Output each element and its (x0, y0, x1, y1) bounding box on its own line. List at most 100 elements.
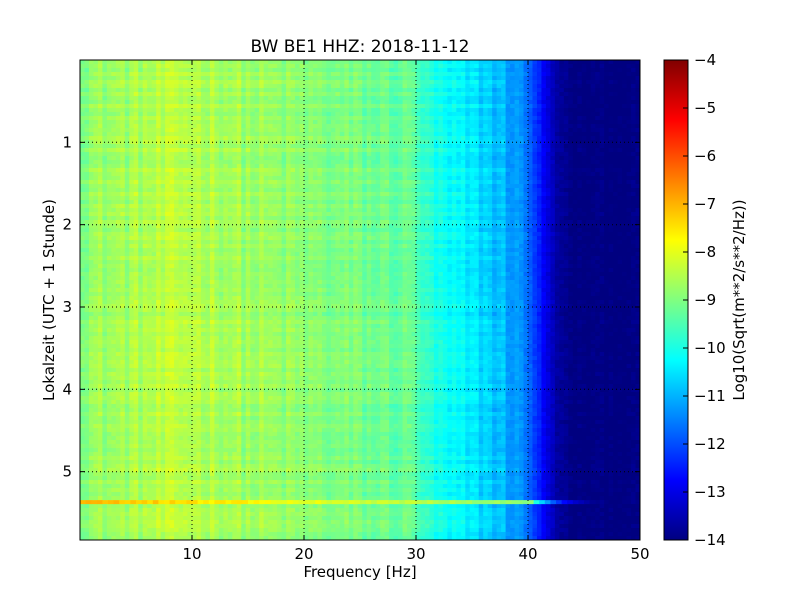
heatmap-cell (599, 72, 605, 77)
heatmap-cell (138, 196, 144, 201)
heatmap-cell (254, 188, 260, 193)
heatmap-cell (492, 168, 498, 173)
heatmap-cell (268, 116, 274, 121)
heatmap-cell (438, 200, 444, 205)
heatmap-cell (245, 180, 251, 185)
heatmap-cell (348, 192, 354, 197)
heatmap-cell (559, 208, 565, 213)
heatmap-cell (617, 156, 623, 161)
heatmap-cell (362, 172, 368, 177)
heatmap-cell (84, 100, 90, 105)
heatmap-cell (286, 116, 292, 121)
heatmap-cell (335, 88, 341, 93)
heatmap-cell (420, 112, 426, 117)
heatmap-cell (357, 60, 363, 65)
heatmap-cell (586, 200, 592, 205)
heatmap-cell (442, 136, 448, 141)
heatmap-cell (160, 80, 166, 85)
heatmap-cell (577, 132, 583, 137)
heatmap-cell (174, 128, 180, 133)
heatmap-cell (492, 96, 498, 101)
heatmap-cell (577, 144, 583, 149)
heatmap-cell (200, 112, 207, 117)
heatmap-cell (586, 64, 592, 69)
heatmap-cell (241, 216, 247, 221)
heatmap-cell (389, 60, 395, 65)
heatmap-cell (192, 176, 198, 181)
heatmap-cell (286, 216, 292, 221)
heatmap-cell (93, 156, 99, 161)
heatmap-cell (357, 68, 363, 73)
heatmap-cell (563, 136, 569, 141)
heatmap-cell (192, 124, 198, 129)
heatmap-cell (272, 64, 278, 69)
heatmap-cell (460, 140, 466, 145)
heatmap-cell (277, 124, 283, 129)
heatmap-cell (460, 216, 466, 221)
heatmap-cell (604, 164, 610, 169)
heatmap-cell (375, 168, 381, 173)
heatmap-cell (187, 76, 193, 81)
heatmap-cell (456, 68, 462, 73)
heatmap-cell (178, 184, 184, 189)
heatmap-cell (138, 128, 144, 133)
heatmap-cell (438, 216, 444, 221)
heatmap-cell (384, 156, 390, 161)
heatmap-cell (353, 144, 359, 149)
heatmap-cell (133, 184, 139, 189)
heatmap-cell (398, 92, 404, 97)
heatmap-cell (442, 72, 448, 77)
heatmap-cell (232, 88, 238, 93)
heatmap-cell (442, 144, 448, 149)
heatmap-cell (178, 164, 184, 169)
heatmap-cell (545, 196, 551, 201)
heatmap-cell (205, 132, 211, 137)
heatmap-cell (577, 172, 583, 177)
heatmap-cell (183, 144, 189, 149)
heatmap-cell (590, 180, 596, 185)
heatmap-cell (120, 84, 126, 89)
heatmap-cell (604, 112, 610, 117)
heatmap-cell (304, 104, 310, 109)
heatmap-cell (205, 112, 211, 117)
heatmap-cell (232, 60, 238, 65)
heatmap-cell (465, 148, 471, 153)
heatmap-cell (536, 208, 543, 213)
heatmap-cell (151, 156, 157, 161)
heatmap-cell (366, 120, 372, 125)
heatmap-cell (572, 152, 578, 157)
heatmap-cell (335, 108, 341, 113)
heatmap-cell (80, 84, 86, 89)
heatmap-cell (371, 60, 377, 65)
heatmap-cell (290, 164, 296, 169)
heatmap-cell (519, 92, 525, 97)
heatmap-cell (478, 168, 484, 173)
heatmap-cell (259, 68, 265, 73)
heatmap-cell (196, 88, 202, 93)
heatmap-cell (183, 140, 189, 145)
heatmap-cell (205, 156, 211, 161)
heatmap-cell (478, 88, 484, 93)
heatmap-cell (528, 64, 534, 69)
heatmap-cell (138, 124, 144, 129)
heatmap-cell (268, 156, 274, 161)
heatmap-cell (550, 116, 556, 121)
heatmap-cell (183, 124, 189, 129)
heatmap-cell (227, 148, 233, 153)
heatmap-cell (411, 72, 417, 77)
heatmap-cell (263, 164, 269, 169)
heatmap-cell (604, 192, 610, 197)
heatmap-cell (420, 148, 426, 153)
heatmap-cell (183, 156, 189, 161)
heatmap-cell (84, 172, 90, 177)
heatmap-cell (510, 88, 516, 93)
heatmap-cell (545, 184, 551, 189)
heatmap-cell (523, 184, 529, 189)
heatmap-cell (586, 60, 592, 65)
heatmap-cell (402, 120, 408, 125)
heatmap-cell (447, 196, 453, 201)
heatmap-cell (604, 148, 610, 153)
heatmap-cell (209, 184, 215, 189)
heatmap-cell (519, 132, 525, 137)
heatmap-cell (496, 132, 502, 137)
